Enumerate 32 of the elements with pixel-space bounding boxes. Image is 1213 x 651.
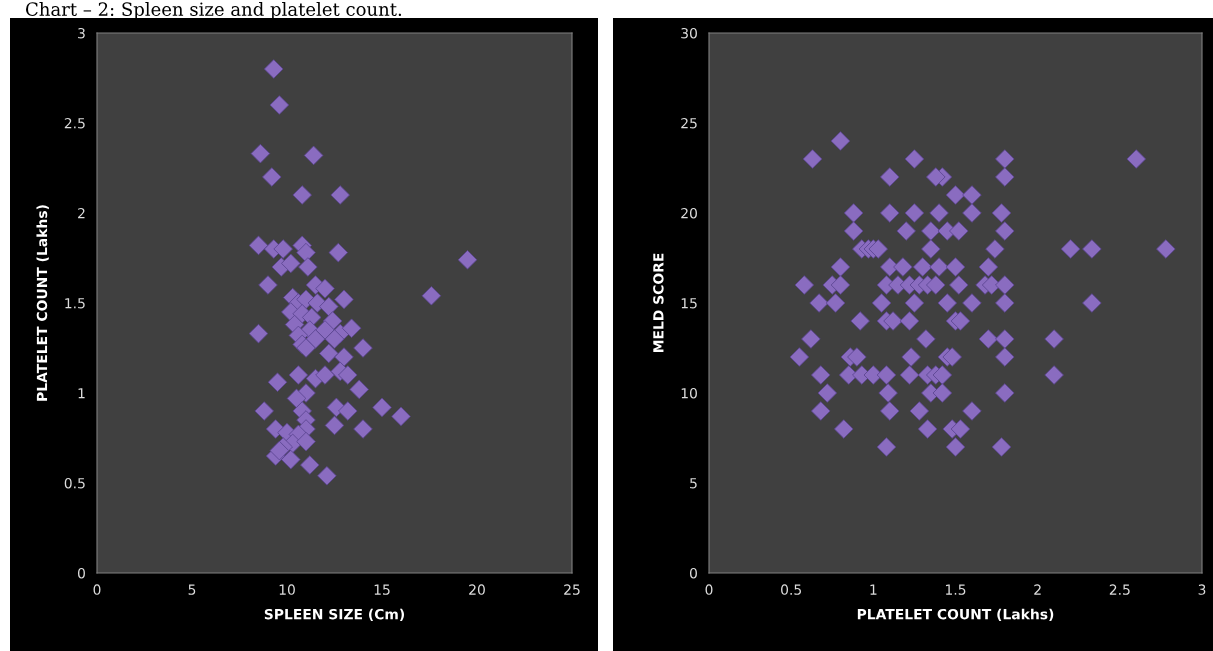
x-tick-label: 15 [374,584,390,595]
x-axis-title: SPLEEN SIZE (Cm) [264,608,404,622]
x-tick-label: 3 [1198,584,1206,595]
x-tick-label: 2 [1034,584,1041,595]
y-tick-label: 0 [689,567,697,579]
x-tick-label: 20 [469,584,485,595]
y-tick-label: 0.5 [64,477,85,489]
x-tick-label: 0 [705,584,713,595]
y-tick-label: 20 [681,207,697,219]
x-tick-label: 5 [188,584,196,595]
y-tick-label: 15 [681,298,697,309]
y-tick-label: 0 [77,567,85,579]
x-tick-label: 1 [870,584,877,595]
y-tick-label: 2.5 [64,117,85,129]
text: Chart – 2: Spleen size and platelet count. [26,2,402,20]
y-tick-label: 1.5 [65,298,85,309]
y-axis-title: PLATELET COUNT (Lakhs) [36,205,49,401]
x-axis-title: PLATELET COUNT (Lakhs) [857,608,1054,622]
x-tick-label: 0.5 [781,584,801,595]
x-tick-label: 2.5 [1109,584,1130,595]
y-axis-title: MELD SCORE [653,253,664,353]
y-tick-label: 30 [681,27,697,39]
y-tick-label: 25 [681,117,697,129]
y-tick-label: 5 [690,478,697,489]
y-tick-label: 2 [78,207,85,219]
x-tick-label: 10 [279,584,295,595]
x-tick-label: 0 [93,584,101,595]
y-tick-label: 1 [78,388,85,399]
y-tick-label: 10 [681,387,697,399]
x-tick-label: 25 [564,584,580,595]
y-tick-label: 3 [78,27,85,39]
x-tick-label: 1.5 [945,584,966,595]
